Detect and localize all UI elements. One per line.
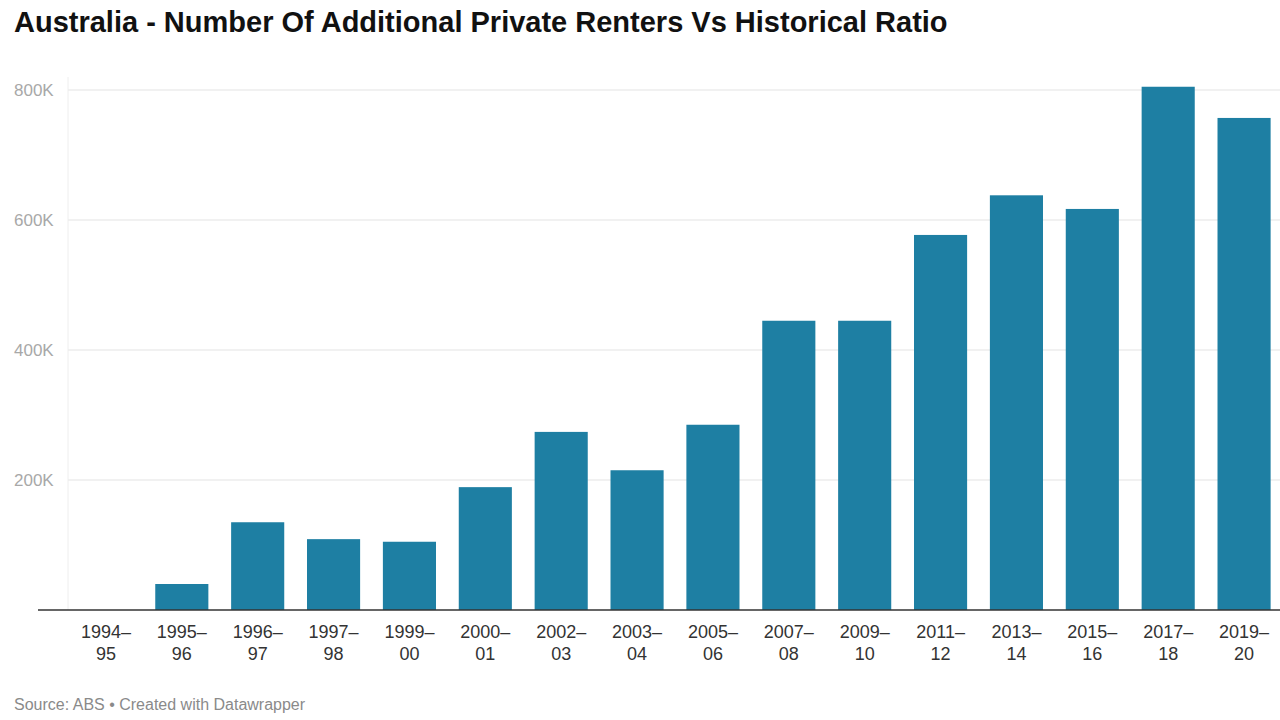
x-tick-label: 2011–12 (916, 622, 965, 664)
y-axis-line (68, 77, 69, 610)
x-tick-label: 2019–20 (1219, 622, 1269, 664)
bars (155, 87, 1270, 610)
chart-root: Australia - Number Of Additional Private… (0, 0, 1280, 720)
title: Australia - Number Of Additional Private… (14, 6, 948, 38)
bar (914, 235, 967, 610)
bar (1066, 209, 1119, 610)
bar (1142, 87, 1195, 610)
y-tick-label: 600K (14, 211, 54, 230)
x-tick-label: 1999–00 (384, 622, 434, 664)
x-axis-line (38, 609, 1280, 611)
chart: Australia - Number Of Additional Private… (0, 0, 1280, 720)
y-tick-label: 800K (14, 81, 54, 100)
y-tick-label: 200K (14, 471, 54, 490)
bar (459, 487, 512, 610)
bar (1218, 118, 1271, 610)
bar (307, 539, 360, 610)
bar (686, 425, 739, 610)
bar (231, 522, 284, 610)
x-tick-label: 2015–16 (1067, 622, 1117, 664)
x-tick-label: 2007–08 (764, 622, 814, 664)
x-tick-label: 1995–96 (157, 622, 207, 664)
bar (762, 321, 815, 610)
bar (383, 542, 436, 610)
x-tick-label: 2005–06 (688, 622, 738, 664)
bar (990, 195, 1043, 610)
bar (155, 584, 208, 610)
bar (611, 470, 664, 610)
grid-line (68, 90, 1280, 91)
x-tick-label: 2000–01 (460, 622, 510, 664)
x-tick-label: 2013–14 (991, 622, 1041, 664)
x-tick-label: 1997–98 (309, 622, 359, 664)
x-tick-label: 1994–95 (81, 622, 131, 664)
x-tick-label: 2017–18 (1143, 622, 1193, 664)
x-tick-label: 2002–03 (536, 622, 586, 664)
source: Source: ABS • Created with Datawrapper (14, 696, 306, 713)
bar (535, 432, 588, 610)
bar (838, 321, 891, 610)
y-tick-label: 400K (14, 341, 54, 360)
x-tick-label: 2009–10 (840, 622, 890, 664)
x-tick-label: 2003–04 (612, 622, 662, 664)
x-tick-label: 1996–97 (233, 622, 283, 664)
